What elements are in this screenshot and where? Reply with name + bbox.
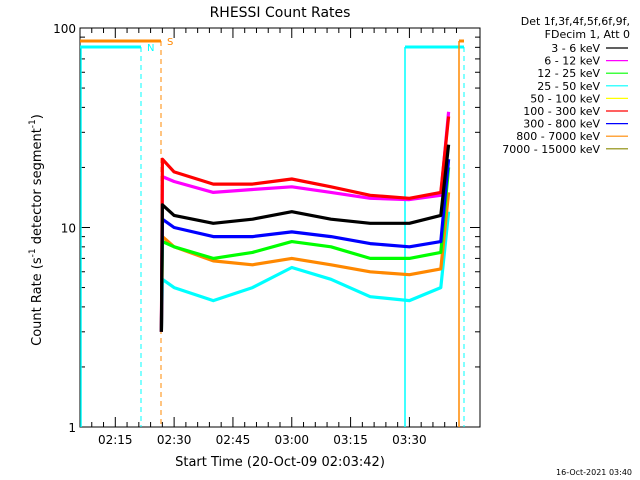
y-axis-label-end: ) (30, 114, 45, 119)
y-tick-label: 10 (61, 222, 76, 236)
x-axis: 02:15 02:30 02:45 03:00 03:15 03:30 (91, 28, 481, 447)
series-line (159, 111, 451, 332)
legend-header-line-2: FDecim 1, Att 0 (545, 28, 630, 41)
x-tick-label: 03:30 (392, 433, 427, 447)
footer-timestamp: 16-Oct-2021 03:40 (556, 468, 632, 477)
legend-entry-label: 12 - 25 keV (537, 67, 600, 80)
series-line (159, 159, 451, 332)
x-tick-label: 02:30 (157, 433, 192, 447)
legend-entry-label: 25 - 50 keV (537, 80, 600, 93)
y-axis: 1 10 100 (53, 22, 480, 435)
legend-entry-label: 3 - 6 keV (551, 42, 600, 55)
x-tick-label: 02:15 (98, 433, 133, 447)
legend-entry-label: 300 - 800 keV (523, 118, 600, 131)
attenuator-flags: NS (80, 37, 465, 427)
legend-entry-label: 50 - 100 keV (530, 92, 600, 105)
y-axis-label-mid: detector segment (30, 128, 45, 248)
x-tick-label: 03:00 (274, 433, 309, 447)
y-tick-label: 1 (68, 421, 76, 435)
y-axis-label: Count Rate (s-1 detector segment-1) (28, 114, 45, 346)
series-lines (159, 111, 451, 332)
legend-entry-label: 7000 - 15000 keV (502, 143, 600, 156)
series-line (159, 144, 451, 332)
x-tick-label: 03:15 (333, 433, 368, 447)
series-line (159, 167, 451, 332)
legend-entry-label: 6 - 12 keV (544, 55, 600, 68)
legend-entry-label: 800 - 7000 keV (516, 130, 600, 143)
y-tick-label: 100 (53, 22, 76, 36)
series-line (159, 116, 451, 332)
saa-flag-label: S (167, 37, 173, 48)
y-axis-label-main: Count Rate (s (30, 257, 45, 346)
night-flag-label: N (147, 43, 154, 54)
y-axis-label-sup-1: -1 (28, 248, 38, 257)
legend-entry-label: 100 - 300 keV (523, 105, 600, 118)
x-axis-label: Start Time (20-Oct-09 02:03:42) (175, 455, 385, 470)
chart-title: RHESSI Count Rates (210, 5, 351, 21)
plot-frame (79, 27, 481, 428)
x-tick-label: 02:45 (216, 433, 251, 447)
legend: Det 1f,3f,4f,5f,6f,9f, FDecim 1, Att 0 3… (502, 15, 630, 156)
y-axis-label-sup-2: -1 (28, 119, 38, 128)
series-line (159, 211, 451, 332)
legend-header-line-1: Det 1f,3f,4f,5f,6f,9f, (521, 15, 630, 28)
